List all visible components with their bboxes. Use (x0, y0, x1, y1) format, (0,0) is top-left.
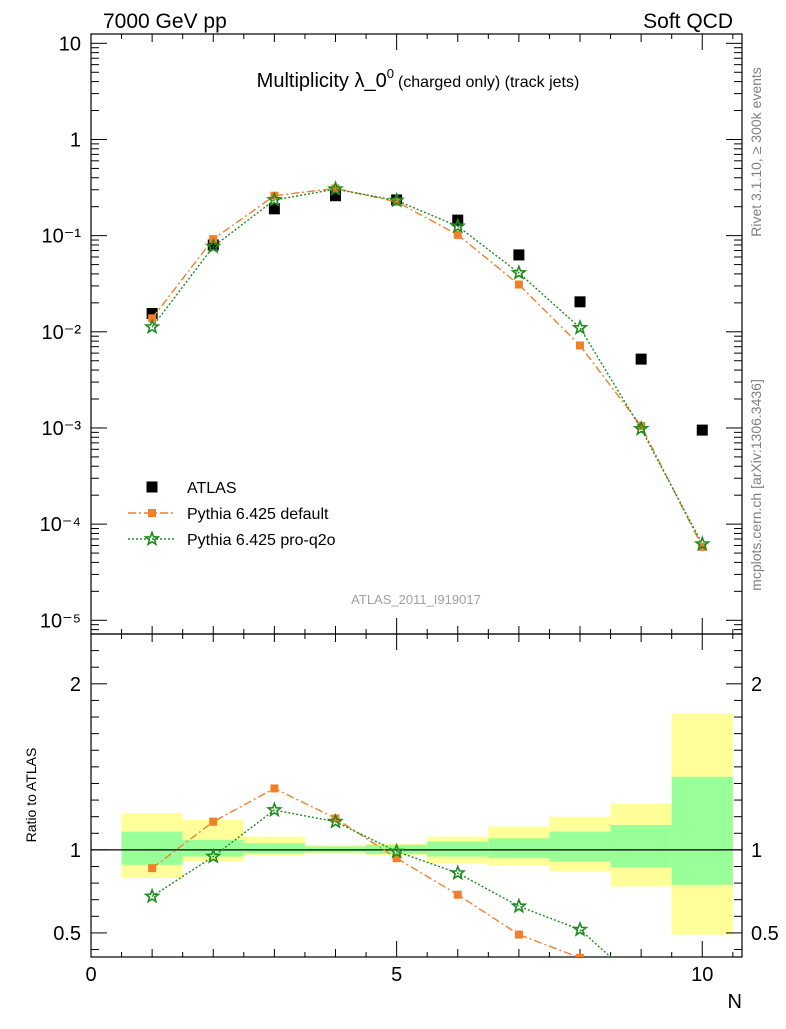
ratio-band-inner (671, 776, 733, 885)
main-y-tick-label: 10 (59, 33, 81, 55)
legend-label: Pythia 6.425 pro-q2o (187, 532, 336, 549)
legend-marker-reference (146, 481, 158, 493)
main-series-point (148, 314, 157, 323)
x-tick-label: 10 (691, 964, 713, 986)
main-series-point (449, 217, 467, 234)
main-plot-panel: 10 1 10⁻¹ 10⁻² 10⁻³ 10⁻⁴ 10⁻⁵ (40, 33, 743, 635)
main-series-point (327, 180, 344, 197)
ratio-y-axis-label: Ratio to ATLAS (23, 748, 39, 843)
ratio-band-inner (488, 838, 550, 859)
ratio-y-tick-label-right: 0.5 (751, 923, 779, 945)
x-tick-label: 5 (391, 964, 402, 986)
main-series-point (571, 319, 589, 335)
ratio-band-inner (121, 831, 183, 865)
legend-marker (148, 509, 156, 517)
reference-point (207, 239, 219, 251)
main-series-point (388, 191, 406, 208)
ratio-y-tick-label-left: 2 (70, 674, 81, 696)
rivet-label: Rivet 3.1.10, ≥ 300k events (748, 67, 764, 237)
legend-label: Pythia 6.425 default (187, 506, 329, 523)
ratio-series-line (151, 809, 612, 957)
main-series-point (514, 280, 523, 289)
chart-title-sup: 0 (387, 66, 394, 81)
legend-marker (143, 530, 161, 547)
legend-label: ATLAS (187, 480, 237, 497)
main-series-point (266, 191, 283, 208)
main-y-tick-label: 10⁻² (42, 322, 82, 344)
reference-point (146, 307, 158, 319)
ratio-series-point (635, 978, 647, 990)
main-series-1 (143, 180, 711, 552)
main-y-tick-label: 10⁻³ (42, 418, 82, 440)
ratio-band-inner (610, 824, 672, 868)
ratio-y-tick-label-left: 0.5 (53, 923, 81, 945)
ratio-y-tick-label-right: 1 (751, 840, 762, 862)
main-y-tick-label: 1 (70, 129, 81, 151)
main-series-point (576, 341, 585, 350)
ratio-series-line (151, 787, 580, 957)
ratio-plot-frame (90, 633, 743, 958)
chart-title: Multiplicity λ_00 (charged only) (track j… (257, 66, 580, 92)
ratio-series-point (514, 930, 523, 939)
ratio-series-point (698, 1002, 706, 1010)
x-tick-label: 0 (85, 964, 96, 986)
reference-point (513, 249, 525, 261)
reference-point (268, 203, 280, 215)
main-series-point (693, 535, 711, 552)
ratio-band-inner (243, 843, 305, 854)
ratio-plot-panel: 0 5 10 0.5 0.5 1 1 2 2 (53, 633, 779, 1011)
chart-title-small: (charged only) (track jets) (398, 74, 579, 91)
main-y-tick-label: 10⁻¹ (42, 226, 82, 248)
ratio-y-tick-label-right: 2 (751, 674, 762, 696)
ratio-series-point (696, 999, 708, 1011)
main-series-point (510, 264, 528, 280)
ratio-series-point (510, 897, 528, 914)
reference-point (696, 424, 708, 436)
ratio-series-point (143, 887, 161, 904)
ratio-series-point (453, 890, 462, 899)
x-axis-label: N (728, 991, 742, 1013)
watermark: ATLAS_2011_I919017 (351, 592, 481, 607)
ratio-band-inner (427, 841, 489, 857)
ratio-series-point (637, 979, 645, 987)
main-series-point (204, 237, 222, 254)
ratio-series-0 (148, 784, 706, 1010)
ratio-series-point (392, 854, 401, 863)
ratio-series-point (266, 801, 283, 818)
legend: ATLAS Pythia 6.425 default Pythia 6.425 pr… (128, 480, 336, 549)
main-series-point (632, 420, 650, 436)
ratio-series-point (148, 864, 157, 873)
ratio-series-point (576, 953, 585, 957)
header-right: Soft QCD (643, 10, 733, 33)
ratio-series-1 (143, 801, 708, 1011)
reference-point (574, 296, 586, 308)
main-series-point (392, 197, 401, 206)
ratio-series-point (449, 864, 467, 881)
chart-title-main: Multiplicity λ_0 (257, 70, 387, 92)
ratio-series-point (209, 817, 218, 826)
ratio-series-point (388, 842, 405, 859)
main-y-tick-label: 10⁻⁴ (40, 514, 81, 536)
ratio-series-point (270, 784, 279, 793)
main-series-point (637, 421, 646, 430)
header-left: 7000 GeV pp (103, 10, 227, 33)
mcplots-label: mcplots.cern.ch [arXiv:1306.3436] (748, 379, 764, 591)
main-series-point (143, 318, 161, 335)
main-series-point (453, 230, 462, 239)
ratio-series-point (327, 812, 344, 829)
main-y-tick-label: 10⁻⁵ (40, 610, 81, 632)
ratio-series-point (204, 847, 222, 864)
ratio-series-point (571, 920, 589, 937)
reference-series (146, 190, 708, 436)
ratio-y-tick-label-left: 1 (70, 840, 81, 862)
ratio-series-point (331, 814, 340, 823)
reference-point (330, 190, 342, 202)
ratio-band-inner (549, 831, 611, 862)
reference-point (635, 353, 647, 365)
